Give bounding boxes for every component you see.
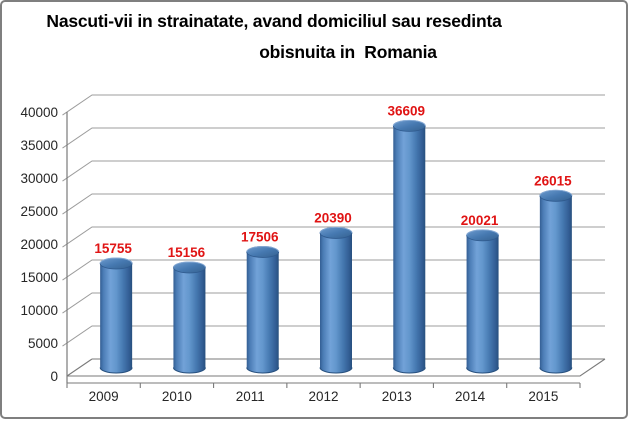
bar-cylinder-bottom-edge	[392, 367, 426, 374]
gridline	[62, 259, 605, 281]
x-axis-category-label-2012: 2012	[308, 389, 338, 404]
bar-value-label-2011: 17506	[241, 229, 279, 244]
bar-cylinder-top-rim	[99, 257, 133, 264]
x-axis-category-label-2015: 2015	[528, 389, 558, 404]
bar-cylinder-body-2014	[466, 235, 499, 373]
bar-cylinder-body-2009	[100, 263, 133, 373]
bar-cylinder-top-rim	[466, 229, 500, 236]
x-axis-category-label-2011: 2011	[236, 389, 265, 404]
bar-cylinder-bottom-edge	[319, 367, 353, 374]
bar-value-label-2014: 20021	[461, 213, 499, 228]
category-axis-line	[66, 382, 581, 388]
y-axis-tick-label-25000: 25000	[20, 204, 58, 219]
labels-layer: 15755 15156 17506 20390 36609 20021 26015 0 5000…	[20, 103, 572, 404]
bar-cylinder-body-2015	[539, 195, 572, 373]
y-axis-tick-label-30000: 30000	[20, 171, 58, 186]
gridline	[62, 160, 605, 182]
gridline	[62, 292, 605, 314]
bar-cylinder-top-rim	[319, 226, 353, 234]
bar-cylinder-body-2013	[393, 125, 426, 373]
axes-layer	[66, 112, 581, 388]
bar-cylinder-top-rim	[392, 119, 426, 127]
bar-cylinder-top-rim	[172, 261, 206, 268]
bar-value-label-2012: 20390	[314, 210, 352, 225]
chart-title-line-1: Nascuti-vii in strainatate, avand domici…	[46, 11, 502, 31]
bars-layer	[99, 119, 573, 374]
x-axis-category-label-2013: 2013	[382, 389, 412, 404]
gridline	[62, 94, 605, 116]
bar-cylinder-bottom-edge	[466, 367, 500, 374]
bar-value-label-2015: 26015	[534, 173, 572, 188]
bar-cylinder-bottom-edge	[539, 367, 573, 374]
gridlines-layer	[62, 94, 605, 347]
bar-cylinder-body-2012	[320, 232, 352, 373]
y-axis-tick-label-40000: 40000	[20, 105, 58, 120]
bar-cylinder-top-rim	[246, 245, 280, 253]
gridline	[62, 226, 605, 248]
y-axis-tick-label-10000: 10000	[20, 303, 58, 318]
bar-cylinder-bottom-edge	[246, 367, 280, 374]
y-axis-tick-label-0: 0	[50, 369, 58, 384]
x-axis-category-label-2009: 2009	[89, 389, 119, 404]
gridline	[62, 193, 605, 215]
bar-cylinder-bottom-edge	[99, 367, 133, 374]
y-axis-tick-label-15000: 15000	[20, 270, 58, 285]
y-axis-tick-label-20000: 20000	[20, 237, 58, 252]
bar-value-label-2009: 15755	[94, 241, 132, 256]
gridline	[62, 325, 605, 347]
x-axis-category-label-2010: 2010	[162, 389, 192, 404]
bar-value-label-2010: 15156	[168, 245, 206, 260]
x-axis-category-label-2014: 2014	[455, 389, 486, 404]
bar-cylinder-body-2011	[246, 251, 279, 373]
bar-cylinder-bottom-edge	[172, 367, 206, 374]
chart-title-line-2: obisnuita in Romania	[259, 42, 437, 62]
y-axis-tick-label-35000: 35000	[20, 138, 58, 153]
bar-cylinder-top-rim	[539, 189, 573, 196]
gridline	[62, 127, 605, 149]
y-axis-tick-label-5000: 5000	[28, 336, 58, 351]
bar-value-label-2013: 36609	[388, 103, 426, 118]
bar-cylinder-body-2010	[173, 267, 206, 373]
